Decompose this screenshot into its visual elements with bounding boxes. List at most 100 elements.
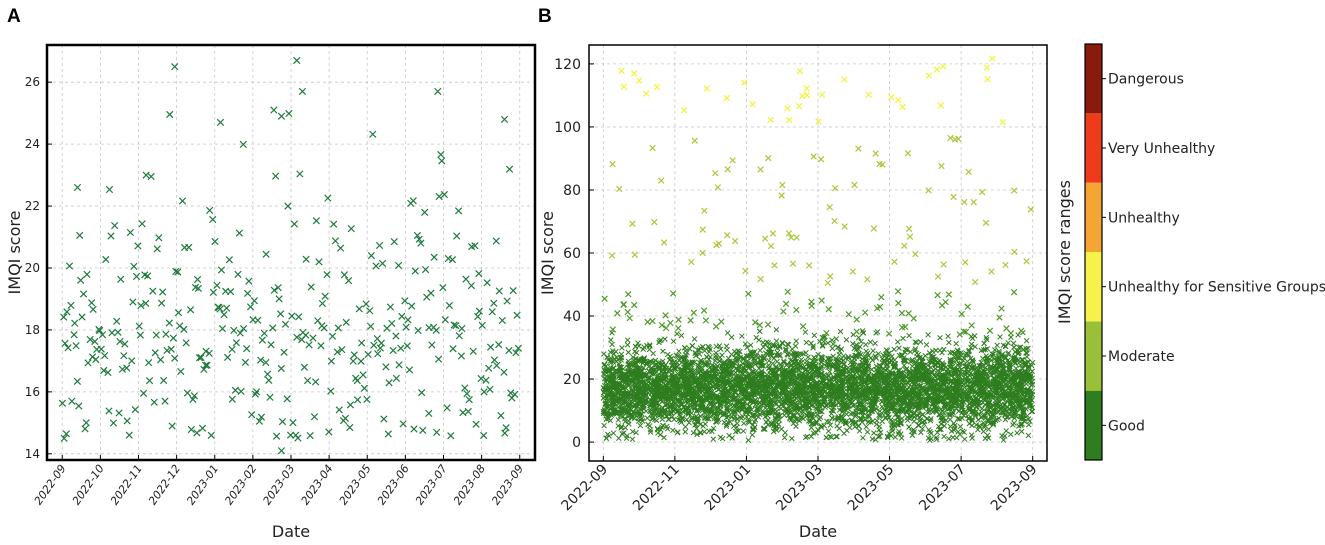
- data-point: [213, 281, 221, 289]
- data-point: [444, 254, 453, 263]
- data-point: [115, 409, 123, 417]
- data-point: [766, 357, 772, 364]
- data-point: [961, 429, 967, 435]
- data-point: [225, 256, 233, 264]
- data-point: [125, 431, 133, 439]
- data-point: [142, 299, 150, 307]
- data-point: [852, 413, 859, 419]
- data-point: [341, 414, 350, 423]
- data-point: [265, 376, 273, 384]
- y-tick-label: 20: [25, 261, 40, 275]
- data-point: [849, 354, 855, 360]
- data-point: [702, 362, 709, 369]
- data-point: [405, 366, 414, 374]
- data-point: [985, 399, 991, 406]
- data-point: [272, 172, 280, 180]
- data-point: [220, 311, 228, 319]
- data-point: [336, 244, 345, 252]
- data-point: [395, 361, 403, 369]
- data-point: [243, 289, 252, 298]
- data-point: [745, 437, 752, 443]
- data-point: [877, 429, 884, 436]
- data-point: [901, 362, 907, 369]
- data-point: [306, 431, 314, 440]
- data-point: [172, 267, 180, 276]
- data-point: [885, 434, 891, 441]
- data-point: [82, 419, 90, 427]
- data-point: [717, 434, 724, 441]
- data-point: [432, 326, 440, 334]
- x-tick-label: 2023-06: [375, 462, 412, 507]
- data-point: [482, 376, 490, 384]
- data-point: [966, 347, 972, 354]
- data-point: [803, 339, 810, 346]
- data-point: [369, 130, 377, 138]
- data-point: [964, 358, 971, 365]
- data-point: [959, 410, 965, 416]
- data-point: [932, 365, 939, 372]
- data-point: [789, 346, 795, 352]
- data-point: [833, 336, 840, 342]
- data-point: [370, 341, 378, 349]
- data-point: [936, 426, 943, 433]
- data-point: [996, 348, 1002, 355]
- data-point: [156, 356, 165, 364]
- data-point: [632, 348, 638, 355]
- data-point: [296, 170, 304, 178]
- data-point: [872, 340, 878, 347]
- x-tick-label: 2023-08: [451, 462, 488, 507]
- data-point: [255, 417, 264, 425]
- data-point: [380, 415, 388, 423]
- data-point: [960, 407, 966, 413]
- panel-a-y-axis-label: IMQI score: [5, 211, 24, 295]
- data-point: [129, 298, 137, 306]
- data-point: [452, 321, 460, 330]
- data-point: [159, 376, 168, 385]
- data-point: [878, 412, 884, 419]
- data-point: [403, 342, 411, 350]
- data-point: [236, 329, 244, 337]
- data-point: [926, 350, 933, 356]
- data-point: [810, 343, 816, 349]
- data-point: [1025, 432, 1032, 439]
- data-point: [826, 368, 833, 375]
- data-point: [710, 436, 717, 442]
- data-point: [1007, 431, 1014, 438]
- data-point: [428, 341, 436, 349]
- data-point: [839, 368, 846, 374]
- data-point: [966, 415, 972, 422]
- data-point: [190, 392, 199, 400]
- data-point: [267, 341, 275, 349]
- data-point: [223, 353, 232, 362]
- data-point: [610, 430, 617, 436]
- data-point: [427, 289, 435, 297]
- data-point: [879, 418, 885, 425]
- data-point: [965, 415, 971, 422]
- data-point: [980, 428, 987, 435]
- data-point: [747, 342, 754, 348]
- data-point: [86, 335, 94, 344]
- data-point: [811, 354, 817, 361]
- data-point: [686, 420, 692, 426]
- data-point: [480, 431, 488, 440]
- data-point: [62, 430, 70, 438]
- data-point: [486, 385, 494, 393]
- data-point: [633, 429, 639, 436]
- data-point: [992, 347, 998, 353]
- data-point: [657, 432, 664, 438]
- data-point: [75, 402, 83, 410]
- data-point: [377, 339, 385, 347]
- data-point: [283, 395, 291, 403]
- data-point: [955, 429, 961, 435]
- data-point: [924, 409, 931, 416]
- data-point: [928, 364, 934, 371]
- panel-a-x-axis-label: Date: [272, 522, 310, 541]
- data-point: [957, 423, 964, 430]
- data-point: [929, 369, 936, 375]
- data-point: [829, 337, 835, 343]
- data-point: [1002, 343, 1009, 349]
- data-point: [243, 345, 251, 353]
- data-point: [217, 266, 226, 274]
- data-point: [109, 419, 118, 427]
